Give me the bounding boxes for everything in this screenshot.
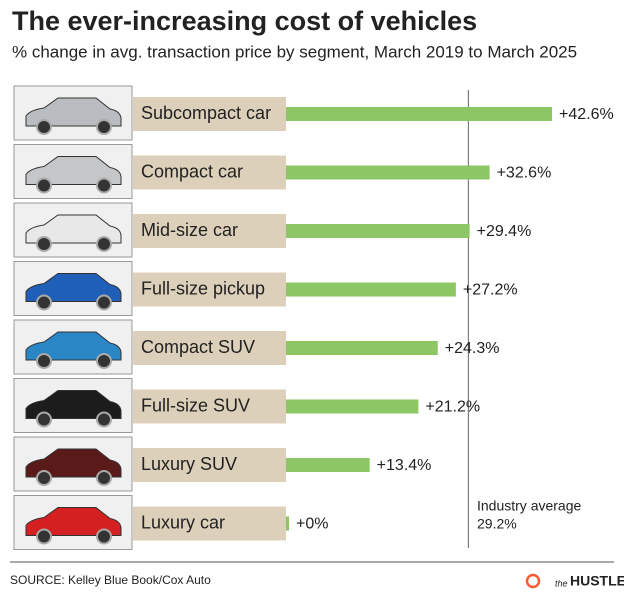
car-wheel xyxy=(96,411,112,428)
bar xyxy=(286,282,456,297)
label-box xyxy=(133,448,286,482)
chart-subtitle: % change in avg. transaction price by se… xyxy=(12,42,577,61)
car-wheel xyxy=(36,353,52,369)
car-wheel xyxy=(96,294,112,311)
car-icon xyxy=(25,273,122,302)
car-wheel xyxy=(36,294,52,311)
bar xyxy=(286,399,419,414)
value-label: +29.4% xyxy=(477,223,532,240)
bar xyxy=(286,165,490,180)
car-icon xyxy=(25,156,122,185)
category-label: Full-size pickup xyxy=(141,278,265,298)
label-box xyxy=(133,155,286,190)
value-label: +0% xyxy=(296,516,328,533)
label-box xyxy=(133,506,286,541)
car-wheel xyxy=(36,119,52,135)
car-wheel xyxy=(36,528,52,545)
label-box xyxy=(133,389,286,424)
reference-label: Industry average xyxy=(477,498,581,514)
chart-title: The ever-increasing cost of vehicles xyxy=(12,6,477,36)
category-label: Subcompact car xyxy=(141,103,271,123)
bar xyxy=(286,458,370,472)
car-wheel xyxy=(36,470,52,486)
bar xyxy=(286,341,438,355)
category-label: Luxury car xyxy=(141,512,225,532)
bar xyxy=(286,107,553,121)
label-box xyxy=(133,214,286,248)
logo-name: HUSTLE xyxy=(570,573,624,589)
car-icon xyxy=(25,214,122,244)
source: SOURCE: Kelley Blue Book/Cox Auto xyxy=(10,573,211,587)
car-icon xyxy=(25,390,122,419)
reference-value: 29.2% xyxy=(477,516,517,532)
car-wheel xyxy=(96,177,112,194)
category-label: Full-size SUV xyxy=(141,395,250,415)
car-wheel xyxy=(36,177,52,194)
value-label: +13.4% xyxy=(377,457,432,474)
car-wheel xyxy=(36,411,52,428)
bar xyxy=(286,224,470,238)
value-label: +32.6% xyxy=(497,165,552,182)
car-wheel xyxy=(96,353,112,369)
logo-prefix: the xyxy=(555,578,568,588)
logo-icon xyxy=(525,573,541,589)
car-wheel xyxy=(36,236,52,252)
bar xyxy=(286,516,289,531)
car-icon xyxy=(25,507,122,536)
value-label: +27.2% xyxy=(463,282,518,299)
label-box xyxy=(133,272,286,307)
car-wheel xyxy=(96,236,112,252)
category-label: Luxury SUV xyxy=(141,454,237,474)
value-label: +24.3% xyxy=(445,340,500,357)
car-wheel xyxy=(96,470,112,486)
car-icon xyxy=(25,97,122,127)
label-box xyxy=(133,97,286,131)
car-wheel xyxy=(96,119,112,135)
value-label: +42.6% xyxy=(559,106,614,123)
label-box xyxy=(133,331,286,365)
car-icon xyxy=(25,448,122,478)
category-label: Mid-size car xyxy=(141,220,238,240)
car-icon xyxy=(25,331,122,361)
value-label: +21.2% xyxy=(425,399,480,416)
category-label: Compact car xyxy=(141,161,243,181)
car-wheel xyxy=(96,528,112,545)
category-label: Compact SUV xyxy=(141,337,255,357)
